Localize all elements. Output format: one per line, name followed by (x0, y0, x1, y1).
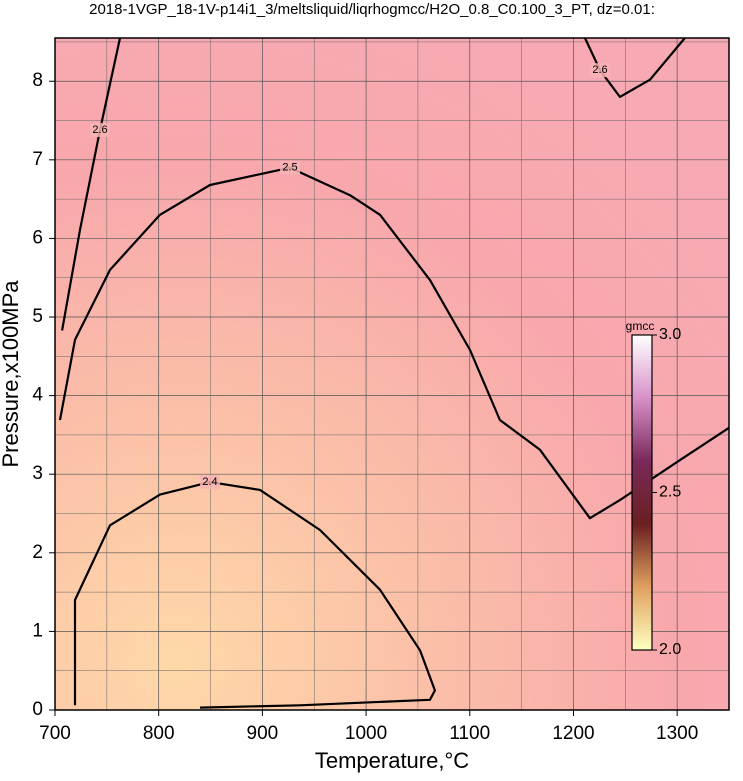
y-tick-label: 8 (32, 70, 43, 91)
x-tick-label: 1300 (656, 723, 698, 744)
plot-background (55, 38, 729, 710)
x-tick-label: 900 (247, 723, 279, 744)
y-tick-label: 0 (32, 699, 43, 720)
contour-line (58, 166, 730, 520)
contour-label: 2.6 (92, 124, 107, 136)
y-tick-label: 6 (32, 227, 43, 248)
x-tick-label: 1000 (345, 723, 387, 744)
contour-line (61, 37, 122, 331)
x-tick-label: 1100 (449, 723, 490, 744)
contour-line (584, 37, 686, 98)
x-axis-label: Temperature,°C (315, 748, 469, 773)
colorbar-tick-label: 2.5 (659, 484, 681, 501)
contour-label-bg (200, 475, 221, 490)
y-tick-label: 4 (32, 385, 43, 406)
colorbar (631, 334, 653, 651)
contour-label-bg (590, 63, 611, 78)
x-tick-label: 800 (143, 723, 175, 744)
plot-frame (54, 37, 730, 711)
y-axis-label: Pressure,x100MPa (0, 280, 23, 468)
colorbar-tick-label: 3.0 (659, 326, 681, 343)
x-tick-label: 1200 (552, 723, 594, 744)
y-tick-label: 7 (32, 149, 43, 170)
contour-label: 2.4 (202, 476, 217, 488)
chart-title: 2018-1VGP_18-1V-p14i1_3/meltsliquid/liqr… (89, 1, 655, 18)
x-tick-label: 700 (39, 723, 71, 744)
contour-label-bg (90, 122, 111, 137)
colorbar-label: gmcc (626, 319, 655, 333)
y-tick-label: 2 (32, 542, 43, 563)
y-tick-label: 1 (32, 620, 43, 641)
contour-line (73, 481, 436, 709)
y-tick-label: 5 (32, 306, 43, 327)
contour-label: 2.6 (592, 64, 607, 76)
y-tick-label: 3 (32, 463, 43, 484)
contour-label-bg (279, 160, 300, 175)
colorbar-tick-label: 2.0 (659, 641, 681, 658)
contour-label: 2.5 (282, 162, 297, 174)
